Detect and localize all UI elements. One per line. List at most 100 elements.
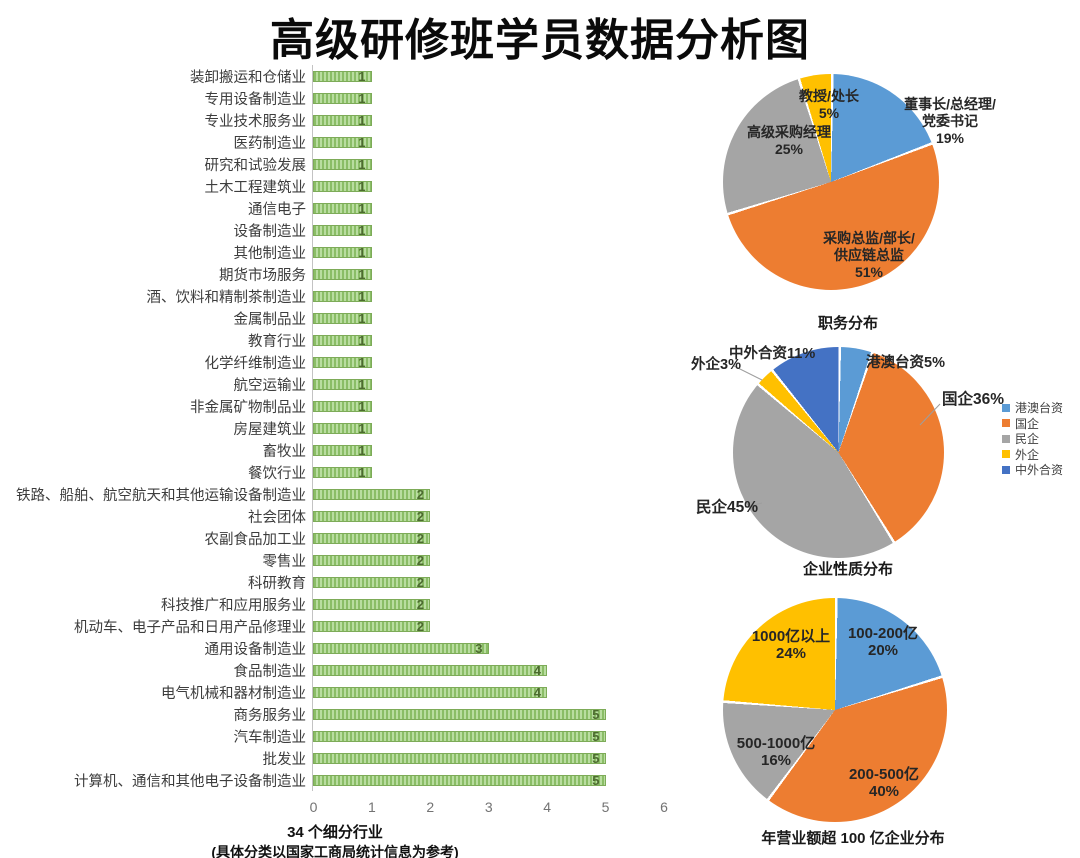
pie-slice-label: 200-500亿 40% <box>849 766 919 800</box>
bar-track: 2 <box>312 615 664 637</box>
pie-slice-label-line: 供应链总监 <box>834 247 904 263</box>
pie-slice-label-line: 高级采购经理 <box>747 124 831 140</box>
bar-category-label: 通用设备制造业 <box>204 641 307 658</box>
bar-value-label: 1 <box>358 90 366 106</box>
pie-slice-label-line: 200-500亿 <box>848 766 920 783</box>
bar-chart-caption: 34 个细分行业 (具体分类以国家工商局统计信息为参考) <box>6 821 664 858</box>
pie-slice-label-line: 25% <box>774 141 804 157</box>
bar: 2 <box>313 532 430 545</box>
legend-label: 外企 <box>1015 447 1040 462</box>
bar-row: 设备制造业 1 <box>6 219 664 241</box>
bar-row: 科研教育 2 <box>6 571 664 593</box>
bar-category-label: 装卸搬运和仓储业 <box>190 69 306 86</box>
bar-track: 1 <box>312 109 664 131</box>
bar-category-label: 零售业 <box>262 553 307 570</box>
bar-track: 2 <box>312 593 664 615</box>
bar-value-label: 1 <box>358 310 366 326</box>
bar-row: 机动车、电子产品和日用产品修理业 2 <box>6 615 664 637</box>
bar: 4 <box>313 684 547 700</box>
pie-slice-label: 采购总监/部长/ 供应链总监 51% <box>823 230 915 281</box>
bar-row: 装卸搬运和仓储业 1 <box>6 65 664 87</box>
bar-value-label: 1 <box>358 376 366 392</box>
bar-value-label: 1 <box>358 178 366 194</box>
bar-track: 2 <box>312 527 664 549</box>
bar-category-label: 科技推广和应用服务业 <box>161 597 306 614</box>
legend-item: 外企 <box>1002 447 1063 463</box>
bar-track: 1 <box>312 307 664 329</box>
pie-slice-label: 100-200亿 20% <box>848 625 918 659</box>
bar-row: 研究和试验发展 1 <box>6 153 664 175</box>
pie-slice-label: 高级采购经理 25% <box>747 124 831 158</box>
bar-value-label: 5 <box>592 728 600 744</box>
bar-track: 1 <box>312 351 664 373</box>
pie-enterprise-nature: 港澳台资5% 国企36% 民企45% 外企3% 中外合资11% 港澳台资 国企 民企… <box>688 336 1080 582</box>
bar: 1 <box>313 178 372 194</box>
bar-row: 化学纤维制造业 1 <box>6 351 664 373</box>
bar-track: 1 <box>312 263 664 285</box>
pie-slice-label-line: 500-1000亿 <box>736 735 816 752</box>
bar-row: 铁路、船舶、航空航天和其他运输设备制造业 2 <box>6 483 664 505</box>
bar-value-label: 1 <box>358 288 366 304</box>
bar-value-label: 1 <box>358 112 366 128</box>
bar-value-label: 1 <box>358 420 366 436</box>
bar-track: 1 <box>312 197 664 219</box>
bar-track: 1 <box>312 65 664 87</box>
pie-slice-label: 中外合资11% <box>729 346 816 362</box>
bar: 1 <box>313 156 372 172</box>
pie-slice-label: 1000亿以上 24% <box>752 628 830 662</box>
bar-category-label: 土木工程建筑业 <box>204 179 307 196</box>
bar-row: 批发业 5 <box>6 747 664 769</box>
legend: 港澳台资 国企 民企 外企 中外合资 <box>1002 400 1063 478</box>
bar: 1 <box>313 464 372 480</box>
bar-value-label: 1 <box>358 156 366 172</box>
bar-value-label: 1 <box>358 464 366 480</box>
bar-row: 通用设备制造业 3 <box>6 637 664 659</box>
bar-track: 2 <box>312 483 664 505</box>
legend-label: 民企 <box>1015 432 1040 447</box>
bar-row: 教育行业 1 <box>6 329 664 351</box>
bar-row: 金属制品业 1 <box>6 307 664 329</box>
legend-swatch <box>1002 450 1010 459</box>
x-axis-tick: 1 <box>368 799 376 815</box>
pie-slice-label-line: 100-200亿 <box>847 625 919 642</box>
bar-category-label: 航空运输业 <box>233 377 307 394</box>
bar-row: 航空运输业 1 <box>6 373 664 395</box>
bar-value-label: 1 <box>358 244 366 260</box>
bar: 1 <box>313 288 372 304</box>
bar-row: 通信电子 1 <box>6 197 664 219</box>
legend-item: 港澳台资 <box>1002 400 1063 416</box>
bar-category-label: 医药制造业 <box>233 135 307 152</box>
bar-chart-caption-line2: (具体分类以国家工商局统计信息为参考) <box>211 844 459 858</box>
bar-row: 期货市场服务 1 <box>6 263 664 285</box>
pie-title-enterprise: 企业性质分布 <box>802 561 893 578</box>
bar: 1 <box>313 400 372 413</box>
bar-track: 2 <box>312 549 664 571</box>
bar: 1 <box>313 268 372 281</box>
bar-row: 计算机、通信和其他电子设备制造业 5 <box>6 769 664 791</box>
bar-row: 其他制造业 1 <box>6 241 664 263</box>
x-axis-tick: 6 <box>660 799 668 815</box>
pie-slice-label: 港澳台资5% <box>866 355 945 371</box>
legend-swatch <box>1002 419 1010 428</box>
pie-slice-label-line: 19% <box>935 130 965 146</box>
bar-category-label: 研究和试验发展 <box>204 157 307 174</box>
bar: 1 <box>313 112 372 128</box>
bar-row: 商务服务业 5 <box>6 703 664 725</box>
bar-track: 1 <box>312 175 664 197</box>
bar-category-label: 教育行业 <box>248 333 306 350</box>
bar-value-label: 4 <box>533 662 541 678</box>
bar-track: 5 <box>312 747 664 769</box>
bar-track: 5 <box>312 769 664 791</box>
bar-category-label: 酒、饮料和精制茶制造业 <box>146 289 307 306</box>
bar-value-label: 5 <box>592 772 600 788</box>
pie-circle-position <box>723 74 939 290</box>
bar-value-label: 4 <box>533 684 541 700</box>
bar-track: 1 <box>312 395 664 417</box>
bar-track: 1 <box>312 461 664 483</box>
bar-row: 专业技术服务业 1 <box>6 109 664 131</box>
pie-slice-label-line: 党委书记 <box>922 113 978 129</box>
bar-value-label: 3 <box>475 640 483 656</box>
bar: 3 <box>313 640 489 656</box>
legend-swatch <box>1002 465 1010 474</box>
bar-value-label: 1 <box>358 200 366 216</box>
